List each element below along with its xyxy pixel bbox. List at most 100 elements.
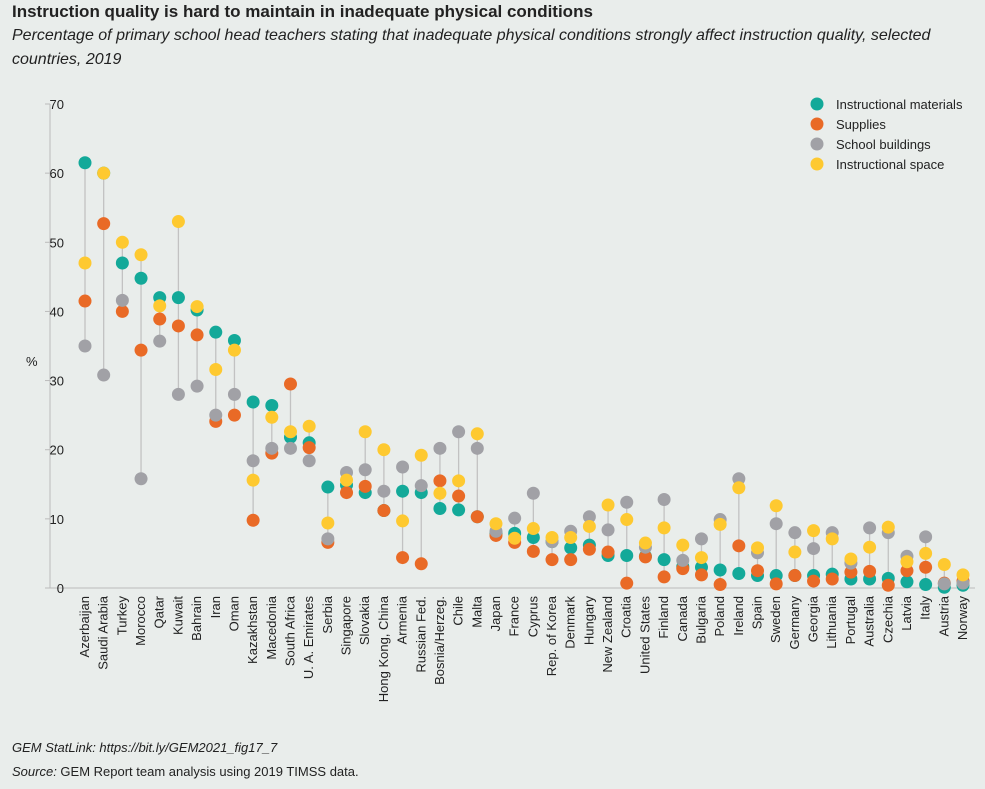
dot-instructional-materials xyxy=(171,291,185,305)
dot-school-buildings xyxy=(601,523,615,537)
dot-school-buildings xyxy=(937,577,951,591)
legend-swatch xyxy=(810,137,824,151)
dot-instructional-space xyxy=(526,522,540,536)
dot-supplies xyxy=(582,542,596,556)
dot-school-buildings xyxy=(526,486,540,500)
x-tick-label: Turkey xyxy=(114,596,129,636)
dot-instructional-space xyxy=(377,443,391,457)
dot-instructional-space xyxy=(713,517,727,531)
dot-instructional-space xyxy=(620,513,634,527)
legend-label: Supplies xyxy=(836,117,886,132)
dot-supplies xyxy=(452,489,466,503)
x-tick-label: Austria xyxy=(936,595,951,636)
x-tick-label: Chile xyxy=(451,596,466,626)
y-tick-label: 10 xyxy=(50,512,64,527)
x-tick-label: Lithuania xyxy=(824,595,839,649)
x-tick-label: Finland xyxy=(656,596,671,639)
dot-instructional-materials xyxy=(134,271,148,285)
source-text: GEM Report team analysis using 2019 TIMS… xyxy=(56,764,359,779)
dot-supplies xyxy=(657,570,671,584)
dot-instructional-space xyxy=(153,299,167,313)
x-tick-label: Armenia xyxy=(395,595,410,644)
x-tick-label: Serbia xyxy=(320,595,335,633)
dot-supplies xyxy=(751,564,765,578)
dot-school-buildings xyxy=(209,408,223,422)
legend-swatch xyxy=(810,97,824,111)
dot-instructional-space xyxy=(115,235,129,249)
dot-instructional-materials xyxy=(227,333,241,347)
x-tick-label: New Zealand xyxy=(600,596,615,673)
dot-instructional-space xyxy=(937,557,951,571)
y-tick-label: 20 xyxy=(50,443,64,458)
x-tick-label: Bosnia/Herzeg. xyxy=(432,596,447,685)
dot-instructional-space xyxy=(265,410,279,424)
x-tick-label: Morocco xyxy=(133,596,148,646)
x-tick-label: Azerbaijan xyxy=(77,596,92,657)
dot-school-buildings xyxy=(171,387,185,401)
x-tick-label: Norway xyxy=(955,596,970,641)
dot-instructional-space xyxy=(788,545,802,559)
dot-instructional-space xyxy=(246,473,260,487)
dot-school-buildings xyxy=(807,542,821,556)
dot-instructional-space xyxy=(97,166,111,180)
dot-supplies xyxy=(900,564,914,578)
dot-supplies xyxy=(283,377,297,391)
dot-school-buildings xyxy=(657,492,671,506)
dot-school-buildings xyxy=(134,472,148,486)
dot-instructional-space xyxy=(732,481,746,495)
dot-supplies xyxy=(246,513,260,527)
dot-instructional-materials xyxy=(321,480,335,494)
dot-school-buildings xyxy=(97,368,111,382)
y-tick-label: 30 xyxy=(50,374,64,389)
dot-school-buildings xyxy=(265,441,279,455)
y-tick-label: 70 xyxy=(50,97,64,112)
dot-instructional-materials xyxy=(396,484,410,498)
dot-school-buildings xyxy=(115,293,129,307)
x-tick-label: Slovakia xyxy=(357,595,372,645)
dot-school-buildings xyxy=(919,530,933,544)
dot-instructional-space xyxy=(227,343,241,357)
x-tick-label: Qatar xyxy=(152,595,167,628)
dot-supplies xyxy=(694,568,708,582)
dot-instructional-materials xyxy=(433,501,447,515)
dot-instructional-space xyxy=(78,256,92,270)
dot-supplies xyxy=(526,544,540,558)
dot-school-buildings xyxy=(302,454,316,468)
dot-school-buildings xyxy=(508,511,522,525)
dot-instructional-space xyxy=(657,521,671,535)
dot-supplies xyxy=(863,564,877,578)
dot-instructional-space xyxy=(190,300,204,314)
dot-school-buildings xyxy=(283,441,297,455)
dot-school-buildings xyxy=(676,553,690,567)
x-tick-label: Kuwait xyxy=(170,596,185,635)
x-tick-label: Macedonia xyxy=(264,595,279,659)
legend-swatch xyxy=(810,117,824,131)
dot-school-buildings xyxy=(358,463,372,477)
dot-instructional-space xyxy=(134,248,148,262)
dot-supplies xyxy=(788,569,802,583)
dot-supplies xyxy=(171,319,185,333)
dot-supplies xyxy=(825,572,839,586)
dot-school-buildings xyxy=(452,425,466,439)
x-tick-label: Australia xyxy=(862,595,877,646)
x-tick-label: Italy xyxy=(918,596,933,620)
legend-swatch xyxy=(810,157,824,171)
dot-supplies xyxy=(115,304,129,318)
dot-instructional-space xyxy=(171,215,185,229)
x-tick-label: Croatia xyxy=(619,595,634,638)
statlink[interactable]: GEM StatLink: https://bit.ly/GEM2021_fig… xyxy=(12,740,277,755)
dot-supplies xyxy=(844,565,858,579)
y-tick-label: 60 xyxy=(50,166,64,181)
dot-supplies xyxy=(732,539,746,553)
x-tick-label: Hong Kong, China xyxy=(376,595,391,702)
x-tick-label: Georgia xyxy=(806,595,821,642)
dot-instructional-space xyxy=(582,519,596,533)
dot-instructional-space xyxy=(283,425,297,439)
dot-supplies xyxy=(545,553,559,567)
statlink-text[interactable]: GEM StatLink: https://bit.ly/GEM2021_fig… xyxy=(12,740,278,755)
dot-supplies xyxy=(302,441,316,455)
dot-instructional-space xyxy=(825,532,839,546)
x-tick-label: Poland xyxy=(712,596,727,636)
x-tick-label: Ireland xyxy=(731,596,746,636)
dot-school-buildings xyxy=(470,441,484,455)
